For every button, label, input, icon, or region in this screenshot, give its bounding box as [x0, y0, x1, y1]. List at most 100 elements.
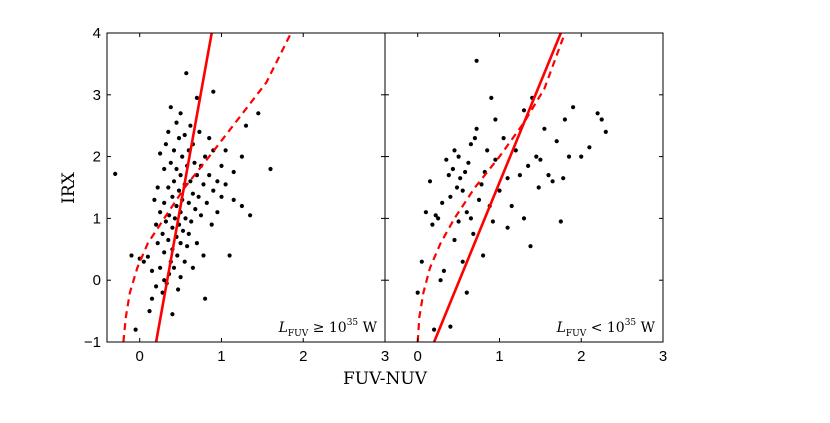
left-scatter-point-49 [176, 188, 182, 193]
left-scatter-point-109 [256, 111, 261, 116]
left-scatter-point-20 [162, 166, 167, 172]
left-scatter-point-89 [204, 200, 209, 205]
left-scatter-point-22 [162, 200, 167, 205]
right-x-tick-label-3: 3 [659, 348, 667, 365]
right-scatter-point-29 [468, 142, 473, 147]
left-x-tick-label-1: 1 [217, 348, 225, 365]
right-scatter-point-56 [534, 154, 539, 159]
left-scatter-point-43 [174, 120, 179, 125]
right-scatter-point-61 [550, 179, 555, 184]
right-scatter-point-41 [490, 219, 495, 224]
left-scatter-point-61 [182, 259, 187, 264]
left-plot-area [113, 33, 292, 342]
x-axis-title: FUV-NUV [343, 369, 428, 389]
left-scatter-point-40 [171, 148, 177, 153]
right-scatter-point-23 [460, 259, 465, 264]
left-solid-line [154, 33, 213, 342]
left-scatter-point-77 [193, 207, 198, 212]
left-scatter-point-42 [172, 216, 177, 221]
right-x-tick-label-0: 0 [414, 348, 422, 365]
left-scatter-point-100 [223, 148, 228, 153]
right-scatter-point-20 [456, 154, 461, 159]
left-scatter-point-13 [155, 241, 160, 246]
right-scatter-point-2 [423, 210, 428, 215]
left-scatter-point-88 [203, 296, 208, 301]
right-scatter-point-9 [440, 200, 445, 205]
right-scatter-point-40 [489, 95, 494, 100]
left-scatter-point-79 [194, 241, 199, 246]
right-ticks: 0 1 2 3 [385, 32, 667, 365]
right-scatter-point-16 [452, 148, 457, 153]
left-scatter-point-12 [154, 284, 159, 289]
left-scatter-point-50 [176, 136, 182, 141]
right-scatter-point-51 [521, 108, 527, 113]
left-scatter-point-21 [162, 250, 167, 255]
right-scatter-point-24 [463, 169, 468, 175]
right-scatter-point-57 [536, 185, 541, 190]
left-scatter-point-36 [170, 225, 175, 230]
left-scatter-point-104 [231, 169, 236, 175]
left-scatter-point-39 [171, 179, 177, 184]
right-scatter-point-17 [452, 237, 457, 243]
left-scatter-point-66 [185, 244, 190, 249]
left-scatter-point-80 [194, 95, 199, 100]
right-scatter-point-26 [464, 210, 469, 215]
right-scatter-point-65 [562, 117, 568, 122]
right-scatter-point-14 [448, 324, 453, 329]
left-scatter-point-54 [178, 111, 183, 116]
left-scatter-point-7 [147, 309, 152, 314]
right-scatter-point-63 [558, 219, 563, 224]
right-solid-line [432, 33, 563, 342]
right-scatter-point-11 [444, 157, 449, 162]
left-scatter-point-81 [196, 194, 201, 199]
right-scatter-point-46 [505, 176, 510, 181]
left-scatter-point-69 [186, 231, 191, 236]
right-scatter-point-33 [474, 58, 479, 63]
right-scatter-point-7 [436, 216, 441, 221]
left-scatter-point-87 [203, 154, 208, 159]
right-scatter-point-8 [438, 278, 443, 283]
left-ticks: 0 1 2 3 −1 0 1 2 3 4 [84, 25, 389, 365]
left-scatter-point-82 [197, 129, 202, 134]
left-scatter-point-59 [180, 228, 186, 233]
y-axis-title: IRX [59, 171, 79, 204]
left-panel: 0 1 2 3 −1 0 1 2 3 4 LFUV ≥ 1035 W [84, 25, 389, 365]
left-scatter-point-48 [176, 287, 181, 292]
left-scatter-point-83 [198, 213, 204, 218]
left-scatter-point-74 [190, 265, 195, 270]
left-scatter-point-103 [231, 197, 236, 202]
right-scatter-point-50 [517, 173, 523, 178]
left-dashed-curve [122, 33, 292, 342]
right-plot-frame [384, 32, 664, 343]
left-scatter-point-67 [186, 200, 191, 205]
left-scatter-point-72 [189, 219, 194, 224]
right-scatter-point-30 [471, 231, 476, 236]
left-scatter-point-108 [248, 213, 253, 218]
y-tick-label-2: 2 [93, 149, 101, 166]
left-scatter-point-10 [152, 197, 157, 202]
left-scatter-point-34 [168, 105, 173, 110]
left-scatter-point-27 [166, 185, 171, 190]
left-scatter-point-24 [163, 142, 168, 147]
left-scatter-point-86 [201, 182, 206, 187]
right-scatter-point-21 [458, 176, 463, 181]
left-scatter-point-102 [227, 253, 232, 258]
right-x-tick-label-2: 2 [577, 348, 585, 365]
left-scatter-point-52 [178, 173, 183, 178]
right-scatter-point-69 [587, 145, 592, 150]
right-scatter-point-53 [526, 163, 531, 168]
right-scatter-point-19 [456, 219, 461, 224]
y-tick-label-3: 3 [93, 87, 101, 104]
left-scatter-point-63 [183, 216, 188, 221]
left-scatter-point-106 [239, 203, 244, 209]
right-scatter-point-64 [561, 176, 566, 181]
left-scatter-point-73 [190, 191, 195, 196]
left-scatter-point-14 [155, 185, 160, 190]
left-scatter-point-47 [175, 253, 180, 258]
right-scatter-point-0 [415, 290, 420, 295]
right-scatter-point-60 [546, 173, 551, 178]
right-scatter-point-6 [433, 213, 438, 218]
right-scatter-point-32 [474, 126, 479, 131]
left-scatter-point-41 [171, 265, 177, 270]
